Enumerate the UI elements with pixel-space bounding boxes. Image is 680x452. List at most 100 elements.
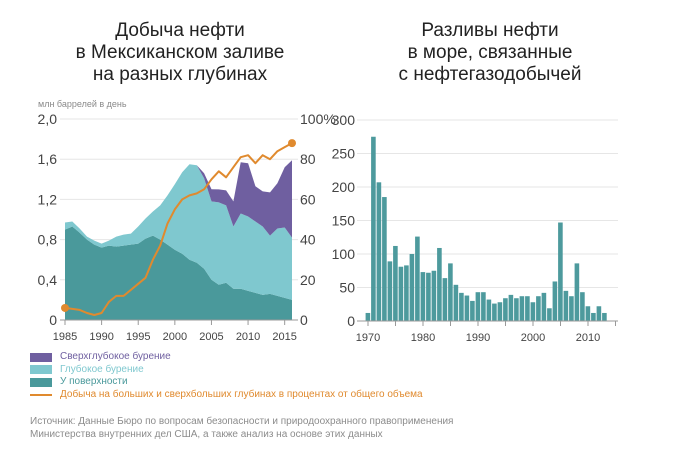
bar-1976 [398,266,404,321]
share-line-start-point [61,303,69,312]
source-line-2: Министерства внутренних дел США, а также… [30,429,383,440]
bar-2010 [585,306,591,321]
left-x-tick-label: 2005 [199,331,223,343]
right-y-tick-label: 0 [347,313,355,329]
source-line-1: Источник: Данные Бюро по вопросам безопа… [30,416,454,427]
right-y-tick-label: 300 [332,112,356,128]
legend-label-shallow: У поверхности [60,376,128,387]
bar-1973 [382,197,387,321]
legend-item-shallow: У поверхности [30,376,423,389]
right-y-tick-label: 200 [332,179,356,195]
bar-1990 [475,292,481,321]
bar-1978 [409,254,415,321]
bar-2013 [602,312,607,321]
right-y-tick-label: 100 [332,246,356,262]
bar-1975 [393,245,398,321]
left-y2-tick-label: 100% [300,111,336,127]
source-note: Источник: Данные Бюро по вопросам безопа… [30,415,630,441]
left-title-line-2: в Мексиканском заливе [75,42,285,63]
bar-2012 [596,306,602,321]
bar-1970 [365,312,371,321]
right-y-tick-label: 250 [332,146,356,162]
bar-2009 [580,292,585,321]
left-x-tick-label: 2010 [236,331,260,343]
left-y2-tick-label: 20 [300,272,316,288]
left-y-tick-label: 1,2 [38,191,58,207]
left-y2-tick-label: 80 [300,151,316,167]
legend-label-ultra-deep: Сверхглубокое бурение [60,351,171,362]
bar-2004 [552,281,558,321]
bar-2008 [574,263,580,321]
bar-2000 [530,302,536,321]
bar-1971 [371,136,376,321]
bar-1995 [503,298,508,321]
legend-swatch-shallow [30,377,52,387]
legend-item-deep: Глубокое бурение [30,364,423,377]
bar-1981 [426,272,431,321]
left-y-tick-label: 0 [49,312,57,328]
right-title-line-1: Разливы нефти [421,20,559,41]
left-y-tick-label: 0,8 [38,232,58,248]
share-line-end-point [288,139,296,148]
legend: Сверхглубокое бурение Глубокое бурение У… [30,351,423,401]
left-y-tick-label: 1,6 [38,151,58,167]
bar-1998 [519,296,525,321]
right-title-line-2: в море, связанные [407,42,573,63]
left-x-tick-label: 1990 [89,331,113,343]
right-title-line-3: с нефтегазодобычей [398,64,582,85]
bar-2001 [536,296,541,321]
bar-1989 [470,300,475,321]
bar-2007 [569,296,574,321]
left-title-line-1: Добыча нефти [115,20,245,41]
left-y2-tick-label: 0 [300,312,308,328]
left-chart-share-line [61,139,296,316]
bar-1983 [437,247,442,321]
legend-item-ultra-deep: Сверхглубокое бурение [30,351,423,364]
left-y-tick-label: 2,0 [38,111,58,127]
bar-2005 [558,222,563,321]
left-chart-axes: 1985 1990 1995 2000 2005 2010 2015 [53,319,298,343]
bar-1993 [492,303,497,321]
left-chart-title: Добыча нефти в Мексиканском заливе на ра… [30,20,330,86]
legend-item-share-line: Добыча на больших и сверхбольших глубина… [30,389,423,402]
bar-2006 [563,290,569,321]
legend-label-share-line: Добыча на больших и сверхбольших глубина… [60,388,423,400]
bar-1986 [453,284,459,321]
bar-1977 [404,265,409,321]
legend-swatch-deep [30,365,52,375]
bar-1996 [508,294,514,321]
right-chart-axes: 1970 1980 1990 2000 2010 [356,320,618,344]
bar-1982 [431,270,437,321]
bar-1979 [415,236,420,321]
left-y-tick-label: 0,4 [38,272,58,288]
left-y-axis-unit-label: млн баррелей в день [38,99,127,109]
area-ultra-deep [65,160,292,244]
bar-1985 [448,263,453,321]
right-y-tick-label: 50 [339,280,355,296]
bar-1997 [514,298,519,321]
right-x-tick-label: 2000 [521,332,545,344]
right-x-tick-label: 1970 [356,332,380,344]
bar-1999 [525,296,530,321]
left-y2-tick-label: 40 [300,232,316,248]
left-x-tick-label: 2000 [163,331,187,343]
bar-1980 [420,272,426,321]
area-deep [65,164,292,300]
left-x-tick-label: 1985 [53,331,77,343]
right-x-tick-label: 2010 [576,332,600,344]
bar-1992 [486,299,492,321]
bar-1991 [481,292,486,321]
right-y-tick-label: 150 [332,213,356,229]
share-line [64,142,293,316]
left-title-line-3: на разных глубинах [92,64,268,85]
bar-1984 [442,278,448,321]
bar-2011 [591,312,596,321]
bar-2003 [547,308,552,321]
legend-label-deep: Глубокое бурение [60,363,144,375]
right-x-tick-label: 1990 [466,332,490,344]
right-chart-title: Разливы нефти в море, связанные с нефтег… [340,20,640,86]
left-x-tick-label: 2015 [272,331,296,343]
right-chart-bars [365,136,607,321]
bar-2002 [541,292,547,321]
